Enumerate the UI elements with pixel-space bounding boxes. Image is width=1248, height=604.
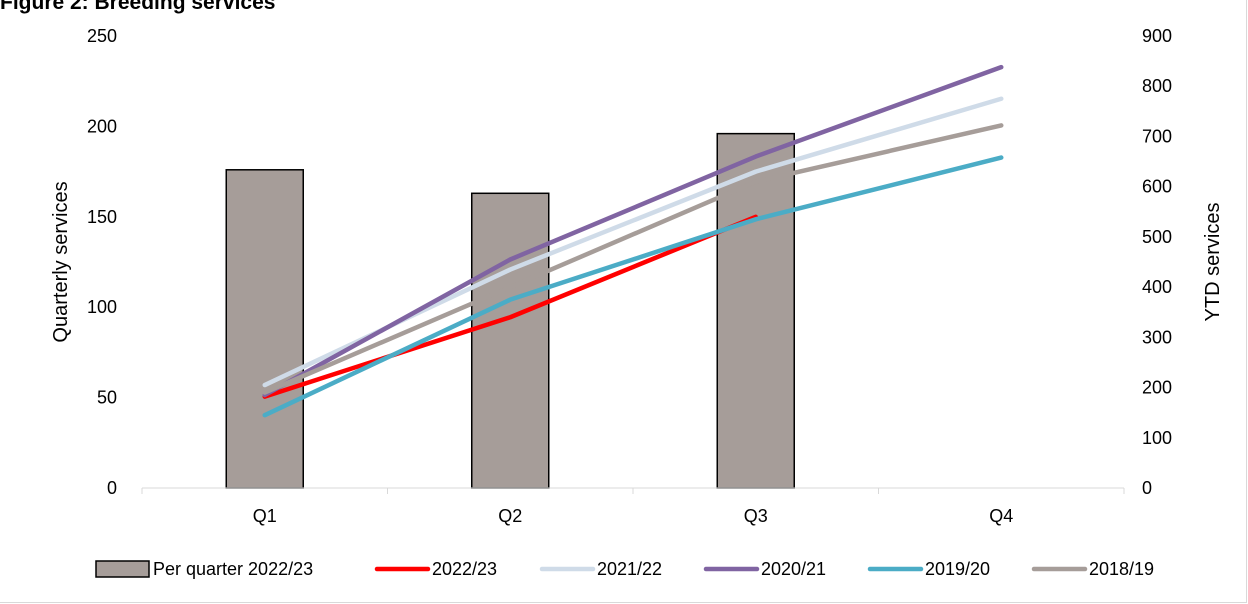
bar-q1	[225, 169, 304, 489]
line-series-2022-23	[262, 214, 758, 399]
y2-tick-label: 600	[1142, 177, 1172, 197]
x-tick-label-q2: Q2	[498, 506, 522, 526]
y-tick-label: 200	[87, 116, 117, 136]
legend: Per quarter 2022/23 2022/23 2021/22 2020/21…	[95, 559, 1154, 579]
x-tick-label-q3: Q3	[744, 506, 768, 526]
line-series-2018-19	[262, 123, 1004, 395]
legend-label-2021-22: 2021/22	[597, 559, 662, 579]
legend-label-2020-21: 2020/21	[761, 559, 826, 579]
bars-layer	[225, 132, 795, 489]
y2-tick-label: 800	[1142, 76, 1172, 96]
line-series-2019-20	[262, 155, 1004, 418]
y2-tick-label: 700	[1142, 126, 1172, 146]
y-tick-label: 250	[87, 26, 117, 46]
page-title: Figure 2: Breeding services	[0, 0, 276, 14]
y2-axis-title: YTD services	[1202, 203, 1224, 322]
y2-tick-label: 300	[1142, 327, 1172, 347]
y-tick-label: 150	[87, 207, 117, 227]
y2-tick-label: 400	[1142, 277, 1172, 297]
y2-tick-label: 500	[1142, 227, 1172, 247]
axes-layer: Q1 Q2 Q3 Q4 0 50 100 150 200 250 0 100 200 300 400 500 6…	[87, 26, 1172, 526]
legend-swatch-per-quarter	[95, 560, 150, 578]
x-tick-label-q1: Q1	[253, 506, 277, 526]
bar-q2	[471, 192, 550, 489]
line-series-2020-21	[262, 64, 1004, 398]
legend-label-2022-23: 2022/23	[432, 559, 497, 579]
y2-tick-label: 0	[1142, 478, 1152, 498]
lines-layer	[262, 64, 1004, 418]
legend-label-2018-19: 2018/19	[1089, 559, 1154, 579]
y-tick-label: 0	[107, 478, 117, 498]
y2-tick-label: 900	[1142, 26, 1172, 46]
bar-q3	[716, 132, 795, 489]
legend-label-per-quarter: Per quarter 2022/23	[153, 559, 313, 579]
y-tick-label: 100	[87, 297, 117, 317]
y-axis-title: Quarterly services	[50, 181, 72, 342]
y2-tick-label: 100	[1142, 428, 1172, 448]
y-tick-label: 50	[97, 388, 117, 408]
x-tick-label-q4: Q4	[989, 506, 1013, 526]
legend-label-2019-20: 2019/20	[925, 559, 990, 579]
line-series-2021-22	[262, 96, 1004, 388]
y2-tick-label: 200	[1142, 378, 1172, 398]
